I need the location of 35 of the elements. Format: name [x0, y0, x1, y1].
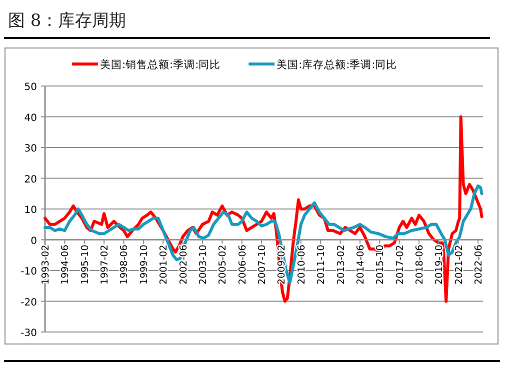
x-tick-label: 2017-02	[394, 244, 406, 284]
x-tick-label: 1997-02	[100, 244, 111, 284]
y-tick-label: -30	[20, 328, 37, 339]
x-tick-label: 1999-10	[138, 244, 150, 284]
x-tick-label: 2022-06	[474, 244, 485, 284]
y-tick-label: -10	[20, 266, 37, 278]
x-tick-label: 2021-02	[454, 244, 465, 284]
x-tick-label: 2013-02	[336, 244, 347, 284]
x-tick-label: 1993-02	[40, 244, 52, 284]
x-tick-label: 2011-10	[316, 244, 328, 284]
x-tick-label: 2015-10	[375, 244, 386, 284]
y-tick-label: 40	[24, 112, 37, 124]
x-tick-label: 1994-06	[60, 244, 72, 284]
x-tick-label: 2005-02	[218, 244, 229, 284]
title: 图 8：库存周期	[8, 11, 126, 31]
x-tick-label: 2006-06	[237, 244, 248, 284]
x-tick-label: 1998-06	[119, 244, 130, 284]
x-tick-label: 2009-02	[276, 244, 288, 284]
y-tick-label: 20	[24, 174, 37, 186]
y-tick-label: 30	[24, 144, 37, 154]
x-tick-label: 1995-10	[80, 244, 91, 284]
legend-label: 美国:库存总额:季调:同比	[276, 58, 398, 71]
x-tick-label: 2002-06	[178, 244, 190, 284]
y-tick-label: 10	[24, 205, 37, 216]
y-tick-label: -20	[20, 297, 37, 308]
x-tick-label: 2010-06	[296, 244, 308, 284]
x-tick-label: 2018-06	[414, 244, 426, 284]
y-tick-label: 0	[30, 236, 37, 247]
x-tick-label: 2007-10	[257, 244, 268, 284]
x-tick-label: 2019-10	[434, 244, 446, 284]
legend-label: 美国:销售总额:季调:同比	[100, 58, 221, 71]
x-tick-label: 2014-06	[355, 244, 366, 284]
x-tick-label: 2001-02	[158, 244, 170, 284]
x-tick-label: 2003-10	[198, 244, 209, 284]
y-tick-label: 50	[24, 82, 37, 93]
